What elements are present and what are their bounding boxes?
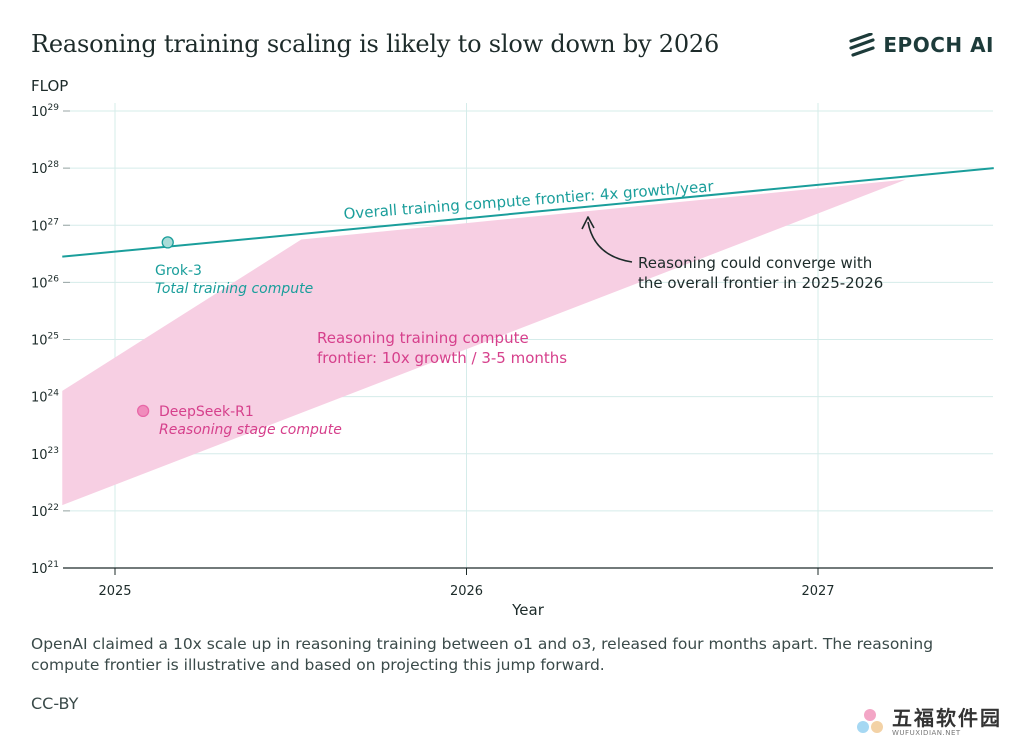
y-axis-label: FLOP (31, 77, 68, 95)
epoch-ai-logo: EPOCH AI (849, 33, 994, 57)
reasoning-label-line1: Reasoning training compute (317, 329, 529, 347)
watermark: 五福软件园 WUFUXIDIAN.NET (854, 706, 1002, 738)
y-tick-label: 1024 (31, 389, 59, 406)
y-tick-label: 1027 (31, 217, 59, 234)
x-tick-label: 2027 (801, 584, 834, 599)
x-tick-labels: 2025 2026 2027 (98, 568, 835, 599)
converge-arrowhead (581, 216, 595, 230)
chart: FLOP 10291028102710261025102410231022102… (31, 77, 994, 619)
watermark-url: WUFUXIDIAN.NET (892, 729, 961, 737)
epoch-logo-icon (849, 33, 875, 57)
reasoning-label-line2: frontier: 10x growth / 3-5 months (317, 349, 567, 367)
footnote: OpenAI claimed a 10x scale up in reasoni… (31, 635, 934, 674)
y-tick-label: 1023 (31, 446, 59, 463)
watermark-logo-icon (857, 709, 883, 733)
x-tick-label: 2025 (98, 584, 131, 599)
brand-name: EPOCH AI (883, 33, 994, 57)
grok-3-label: Grok-3 (155, 263, 202, 279)
y-tick-label: 1021 (31, 560, 59, 577)
converge-label-line1: Reasoning could converge with (638, 254, 872, 272)
x-axis-label: Year (511, 601, 545, 619)
reasoning-frontier-band (62, 179, 906, 506)
license: CC-BY (31, 694, 79, 713)
deepseek-r1-sublabel: Reasoning stage compute (159, 422, 342, 438)
converge-label-line2: the overall frontier in 2025-2026 (638, 274, 883, 292)
deepseek-r1-label: DeepSeek-R1 (159, 404, 254, 420)
y-tick-label: 1025 (31, 332, 59, 349)
y-tick-label: 1026 (31, 274, 59, 291)
chart-title: Reasoning training scaling is likely to … (31, 30, 720, 58)
x-tick-label: 2026 (450, 584, 483, 599)
overall-frontier-line (62, 167, 994, 258)
converge-arrow (587, 221, 633, 263)
deepseek-r1-point (136, 404, 150, 418)
grok-3-point (161, 236, 174, 249)
y-tick-label: 1028 (31, 160, 59, 177)
watermark-name: 五福软件园 (892, 706, 1002, 730)
y-tick-label: 1022 (31, 503, 59, 520)
y-tick-label: 1029 (31, 103, 59, 120)
grok-3-sublabel: Total training compute (155, 281, 313, 297)
y-tick-labels: 1029 1028 1027 1026 1025 1024 1023 1022 1021 (31, 103, 59, 577)
